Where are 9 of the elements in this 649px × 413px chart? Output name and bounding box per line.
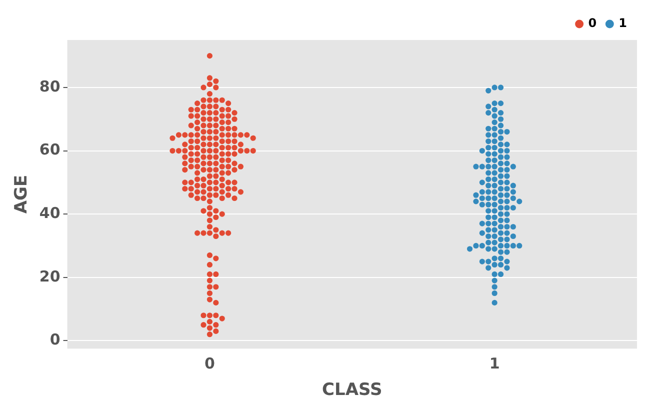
y-tick-label: 60 xyxy=(39,140,60,159)
y-axis-title: AGE xyxy=(12,174,32,214)
x-axis-title: CLASS xyxy=(322,380,382,400)
legend-label: 0 xyxy=(588,16,597,30)
y-tick-label: 80 xyxy=(39,77,60,96)
y-tick-label: 20 xyxy=(39,267,60,286)
legend-label: 1 xyxy=(618,16,628,30)
y-tick-label: 0 xyxy=(50,330,60,349)
y-tick-label: 40 xyxy=(39,204,60,222)
